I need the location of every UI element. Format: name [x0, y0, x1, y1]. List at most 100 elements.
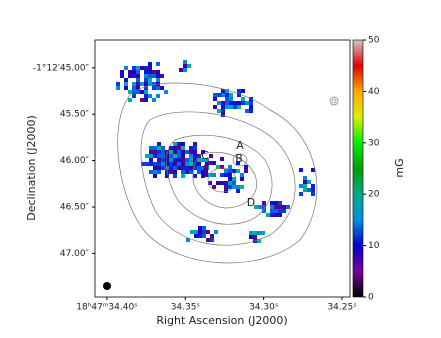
map-pixel — [237, 93, 241, 97]
map-pixel — [225, 101, 229, 105]
map-pixel — [228, 181, 232, 185]
map-pixel — [299, 192, 303, 196]
map-pixel — [152, 74, 156, 78]
map-pixel — [270, 209, 274, 213]
map-pixel — [253, 231, 257, 235]
map-pixel — [193, 174, 197, 178]
map-pixel — [311, 188, 315, 192]
map-pixel — [148, 94, 152, 98]
map-pixel — [181, 150, 185, 154]
map-pixel — [245, 109, 249, 113]
map-pixel — [157, 170, 161, 174]
map-pixel — [132, 74, 136, 78]
colorbar-label: mG — [393, 158, 406, 177]
map-pixel — [185, 158, 189, 162]
map-pixel — [189, 150, 193, 154]
map-pixel — [128, 98, 132, 102]
map-pixel — [156, 70, 160, 74]
map-pixel — [181, 142, 185, 146]
map-pixel — [237, 105, 241, 109]
map-pixel — [307, 188, 311, 192]
map-pixel — [206, 230, 210, 234]
map-pixel — [148, 66, 152, 70]
map-pixel — [193, 154, 197, 158]
map-pixel — [145, 162, 149, 166]
map-pixel — [152, 70, 156, 74]
map-pixel — [236, 185, 240, 189]
map-pixel — [217, 101, 221, 105]
map-pixel — [189, 158, 193, 162]
map-pixel — [232, 185, 236, 189]
colorbar-tick-label: 0 — [368, 293, 374, 303]
map-pixel — [286, 205, 290, 209]
map-pixel — [132, 66, 136, 70]
map-pixel — [202, 226, 206, 230]
map-pixel — [160, 86, 164, 90]
map-pixel — [249, 109, 253, 113]
map-pixel — [149, 162, 153, 166]
map-pixel — [153, 170, 157, 174]
map-pixel — [213, 105, 217, 109]
map-pixel — [177, 146, 181, 150]
map-pixel — [144, 70, 148, 74]
map-pixel — [201, 170, 205, 174]
map-pixel — [181, 162, 185, 166]
map-pixel — [164, 90, 168, 94]
map-pixel — [149, 154, 153, 158]
annotation: C — [201, 149, 209, 162]
map-pixel — [161, 162, 165, 166]
map-pixel — [278, 205, 282, 209]
map-pixel — [197, 162, 201, 166]
map-pixel — [202, 234, 206, 238]
map-pixel — [261, 231, 265, 235]
map-pixel — [311, 184, 315, 188]
map-pixel — [140, 66, 144, 70]
y-tick-label: 46.50″ — [60, 203, 90, 213]
map-pixel — [177, 142, 181, 146]
map-pixel — [193, 150, 197, 154]
map-pixel — [282, 209, 286, 213]
map-pixel — [144, 90, 148, 94]
map-pixel — [303, 188, 307, 192]
y-tick-label: 45.50″ — [60, 110, 90, 120]
map-pixel — [145, 154, 149, 158]
y-tick-label: 47.00″ — [60, 249, 90, 259]
map-pixel — [303, 180, 307, 184]
map-pixel — [153, 174, 157, 178]
map-pixel — [204, 169, 208, 173]
map-pixel — [116, 86, 120, 90]
map-pixel — [274, 205, 278, 209]
map-pixel — [124, 86, 128, 90]
map-pixel — [173, 142, 177, 146]
map-pixel — [173, 146, 177, 150]
map-pixel — [157, 142, 161, 146]
map-pixel — [209, 154, 213, 158]
map-pixel — [149, 146, 153, 150]
map-pixel — [152, 82, 156, 86]
map-pixel — [208, 181, 212, 185]
map-pixel — [169, 146, 173, 150]
map-pixel — [157, 158, 161, 162]
x-tick-label: 34.35ˢ — [171, 303, 200, 313]
y-tick-label: -1°12′45.00″ — [33, 63, 90, 73]
map-pixel — [161, 158, 165, 162]
map-pixel — [303, 184, 307, 188]
map-pixel — [212, 173, 216, 177]
map-pixel — [205, 162, 209, 166]
map-pixel — [201, 150, 205, 154]
map-pixel — [197, 158, 201, 162]
map-pixel — [262, 205, 266, 209]
map-pixel — [153, 166, 157, 170]
map-pixel — [152, 86, 156, 90]
map-pixel — [128, 74, 132, 78]
map-pixel — [165, 162, 169, 166]
map-pixel — [232, 177, 236, 181]
map-pixel — [148, 82, 152, 86]
map-pixel — [229, 97, 233, 101]
map-pixel — [190, 230, 194, 234]
map-pixel — [124, 82, 128, 86]
map-pixel — [232, 181, 236, 185]
map-pixel — [245, 101, 249, 105]
map-pixel — [213, 97, 217, 101]
map-pixel — [249, 105, 253, 109]
